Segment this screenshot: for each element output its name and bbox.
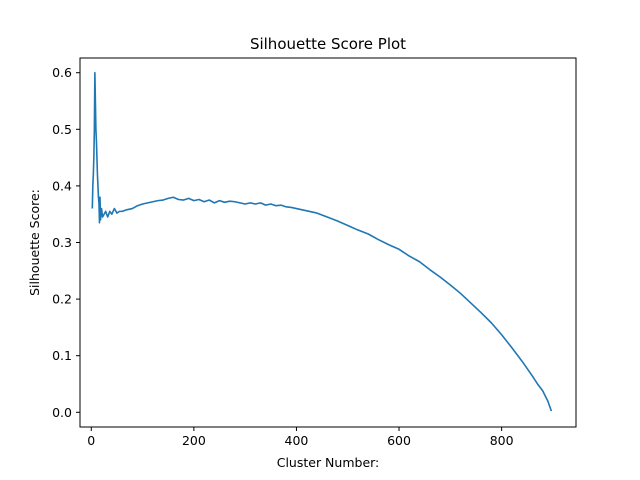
series-line-0 — [91, 71, 553, 412]
y-tick-label: 0.0 — [52, 405, 72, 420]
x-tick-label: 200 — [182, 433, 206, 448]
y-tick-label: 0.4 — [52, 178, 72, 193]
y-tick-label: 0.6 — [52, 65, 72, 80]
x-tick-label: 400 — [285, 433, 309, 448]
x-tick-label: 0 — [87, 433, 95, 448]
axes-frame — [79, 57, 577, 428]
plot-area — [91, 71, 553, 412]
x-axis-label: Cluster Number: — [277, 455, 380, 470]
y-tick-label: 0.3 — [52, 235, 72, 250]
x-tick-label: 800 — [490, 433, 514, 448]
y-tick-label: 0.5 — [52, 122, 72, 137]
y-tick-label: 0.1 — [52, 348, 72, 363]
axes-ticks: 0 200 400 600 800 0.0 0.1 0.2 0.3 0.4 0.5 0.6 — [52, 65, 513, 448]
chart-title: Silhouette Score Plot — [250, 35, 406, 53]
y-axis-label: Silhouette Score: — [27, 189, 42, 296]
y-tick-label: 0.2 — [52, 292, 72, 307]
x-tick-label: 600 — [387, 433, 411, 448]
